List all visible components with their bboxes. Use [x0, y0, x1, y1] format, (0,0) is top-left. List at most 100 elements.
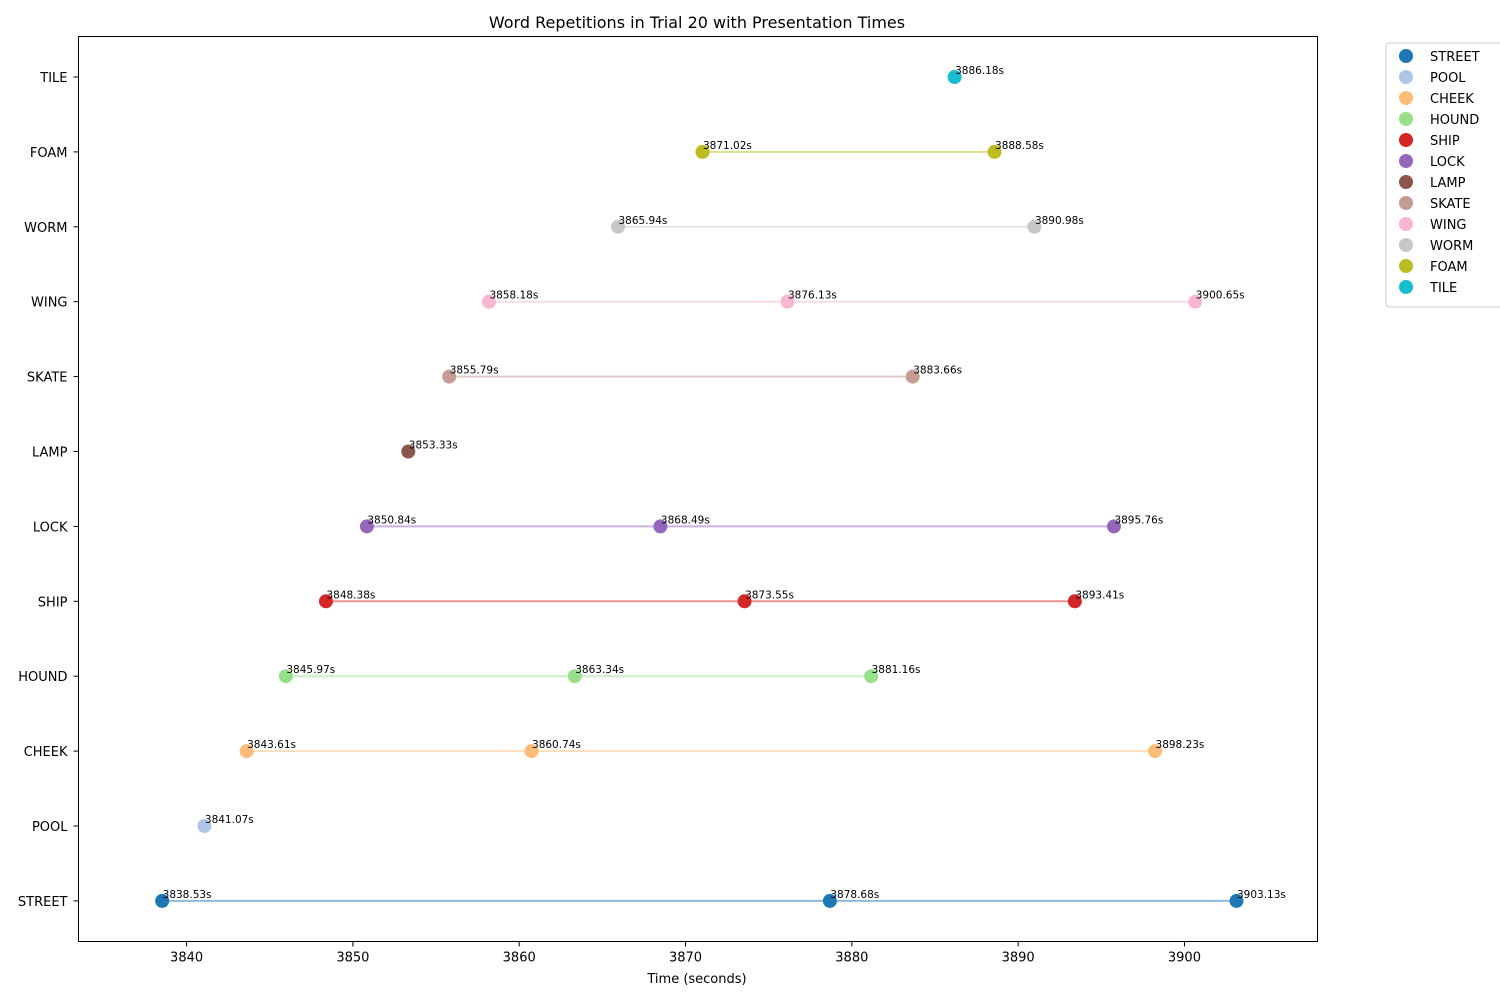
- point-label-skate: 3883.66s: [913, 365, 962, 377]
- x-tick-label: 3850: [336, 951, 369, 966]
- x-tick-label: 3840: [170, 951, 203, 966]
- legend-label-foam: FOAM: [1430, 260, 1468, 275]
- point-wing: [481, 294, 496, 309]
- point-hound: [567, 669, 582, 684]
- point-ship: [318, 594, 333, 609]
- point-tile: [947, 70, 962, 84]
- point-ship: [737, 594, 752, 609]
- legend-marker-street: [1399, 49, 1413, 63]
- plot-marks: 3838.53s 3878.68s 3903.13s 3841.07s 3843.61s…: [155, 65, 1286, 908]
- y-axis: STREET POOL CHEEK HOUND SHIP LOCK LAMP SKATE WIN…: [18, 71, 79, 910]
- point-label-hound: 3863.34s: [575, 664, 624, 676]
- point-street: [822, 893, 837, 908]
- legend-marker-lock: [1399, 154, 1413, 168]
- legend-marker-cheek: [1399, 91, 1413, 105]
- point-wing: [1188, 294, 1203, 309]
- legend-label-pool: POOL: [1430, 71, 1466, 86]
- point-ship: [1067, 594, 1082, 609]
- point-label-pool: 3841.07s: [205, 814, 254, 826]
- legend-label-skate: SKATE: [1430, 197, 1471, 212]
- point-label-street: 3838.53s: [163, 889, 212, 901]
- y-tick-label-hound: HOUND: [18, 670, 67, 685]
- legend-label-street: STREET: [1430, 50, 1480, 65]
- point-label-foam: 3888.58s: [995, 140, 1044, 152]
- point-label-cheek: 3843.61s: [247, 739, 296, 751]
- point-lock: [359, 519, 374, 534]
- point-label-street: 3903.13s: [1237, 889, 1286, 901]
- legend-marker-ship: [1399, 133, 1413, 147]
- point-label-lock: 3895.76s: [1114, 514, 1163, 526]
- point-label-wing: 3876.13s: [788, 290, 837, 302]
- point-label-ship: 3873.55s: [745, 589, 794, 601]
- point-hound: [278, 669, 293, 684]
- legend-marker-foam: [1399, 259, 1413, 273]
- point-label-foam: 3871.02s: [703, 140, 752, 152]
- point-label-hound: 3845.97s: [286, 664, 335, 676]
- legend-label-lock: LOCK: [1430, 155, 1465, 170]
- point-label-wing: 3900.65s: [1196, 290, 1245, 302]
- point-label-skate: 3855.79s: [450, 365, 499, 377]
- x-tick-label: 3860: [503, 951, 536, 966]
- point-label-worm: 3865.94s: [619, 215, 668, 227]
- legend-marker-skate: [1399, 196, 1413, 210]
- x-tick-label: 3880: [835, 951, 868, 966]
- point-label-cheek: 3860.74s: [532, 739, 581, 751]
- point-label-tile: 3886.18s: [955, 65, 1004, 77]
- point-label-ship: 3893.41s: [1075, 589, 1124, 601]
- legend-marker-worm: [1399, 238, 1413, 252]
- x-tick-label: 3890: [1002, 951, 1035, 966]
- y-tick-label-pool: POOL: [32, 820, 68, 835]
- point-hound: [864, 669, 879, 684]
- point-label-hound: 3881.16s: [872, 664, 921, 676]
- legend-label-tile: TILE: [1429, 281, 1457, 296]
- point-label-cheek: 3898.23s: [1156, 739, 1205, 751]
- legend-label-hound: HOUND: [1430, 113, 1479, 128]
- point-label-worm: 3890.98s: [1035, 215, 1084, 227]
- point-pool: [197, 819, 212, 833]
- legend-marker-tile: [1399, 280, 1413, 294]
- y-tick-label-worm: WORM: [24, 221, 67, 236]
- point-label-lamp: 3853.33s: [409, 440, 458, 452]
- y-tick-label-ship: SHIP: [38, 595, 68, 610]
- legend-box: [1385, 42, 1500, 308]
- legend-label-wing: WING: [1430, 218, 1467, 233]
- y-tick-label-skate: SKATE: [27, 371, 68, 386]
- point-street: [155, 893, 170, 908]
- point-label-lock: 3868.49s: [661, 514, 710, 526]
- y-tick-label-lamp: LAMP: [32, 446, 68, 461]
- point-label-wing: 3858.18s: [489, 290, 538, 302]
- point-worm: [611, 219, 626, 234]
- point-foam: [987, 144, 1002, 159]
- x-axis: 3840 3850 3860 3870 3880 3890 3900: [170, 941, 1201, 966]
- x-tick-label: 3900: [1168, 951, 1201, 966]
- point-lock: [653, 519, 668, 534]
- point-lamp: [401, 444, 416, 459]
- point-cheek: [239, 744, 254, 759]
- plot-frame: [78, 36, 1318, 942]
- point-street: [1229, 893, 1244, 908]
- point-wing: [780, 294, 795, 309]
- y-tick-label-lock: LOCK: [33, 520, 68, 535]
- point-label-street: 3878.68s: [830, 889, 879, 901]
- legend: STREET POOL CHEEK HOUND SHIP LOCK LAMP SKATE WIN…: [1385, 42, 1500, 308]
- point-cheek: [524, 744, 539, 759]
- y-tick-label-tile: TILE: [39, 71, 67, 86]
- x-tick-label: 3870: [669, 951, 702, 966]
- legend-marker-hound: [1399, 112, 1413, 126]
- point-skate: [905, 369, 920, 384]
- y-tick-label-foam: FOAM: [30, 146, 68, 161]
- legend-label-ship: SHIP: [1430, 134, 1460, 149]
- point-skate: [442, 369, 457, 384]
- point-lock: [1106, 519, 1121, 534]
- point-label-ship: 3848.38s: [326, 589, 375, 601]
- x-axis-label: Time (seconds): [646, 972, 746, 987]
- y-tick-label-street: STREET: [18, 895, 68, 910]
- legend-marker-wing: [1399, 217, 1413, 231]
- legend-label-lamp: LAMP: [1430, 176, 1466, 191]
- point-foam: [695, 144, 710, 159]
- legend-label-worm: WORM: [1430, 239, 1473, 254]
- chart-title: Word Repetitions in Trial 20 with Presen…: [489, 13, 905, 32]
- legend-marker-pool: [1399, 70, 1413, 84]
